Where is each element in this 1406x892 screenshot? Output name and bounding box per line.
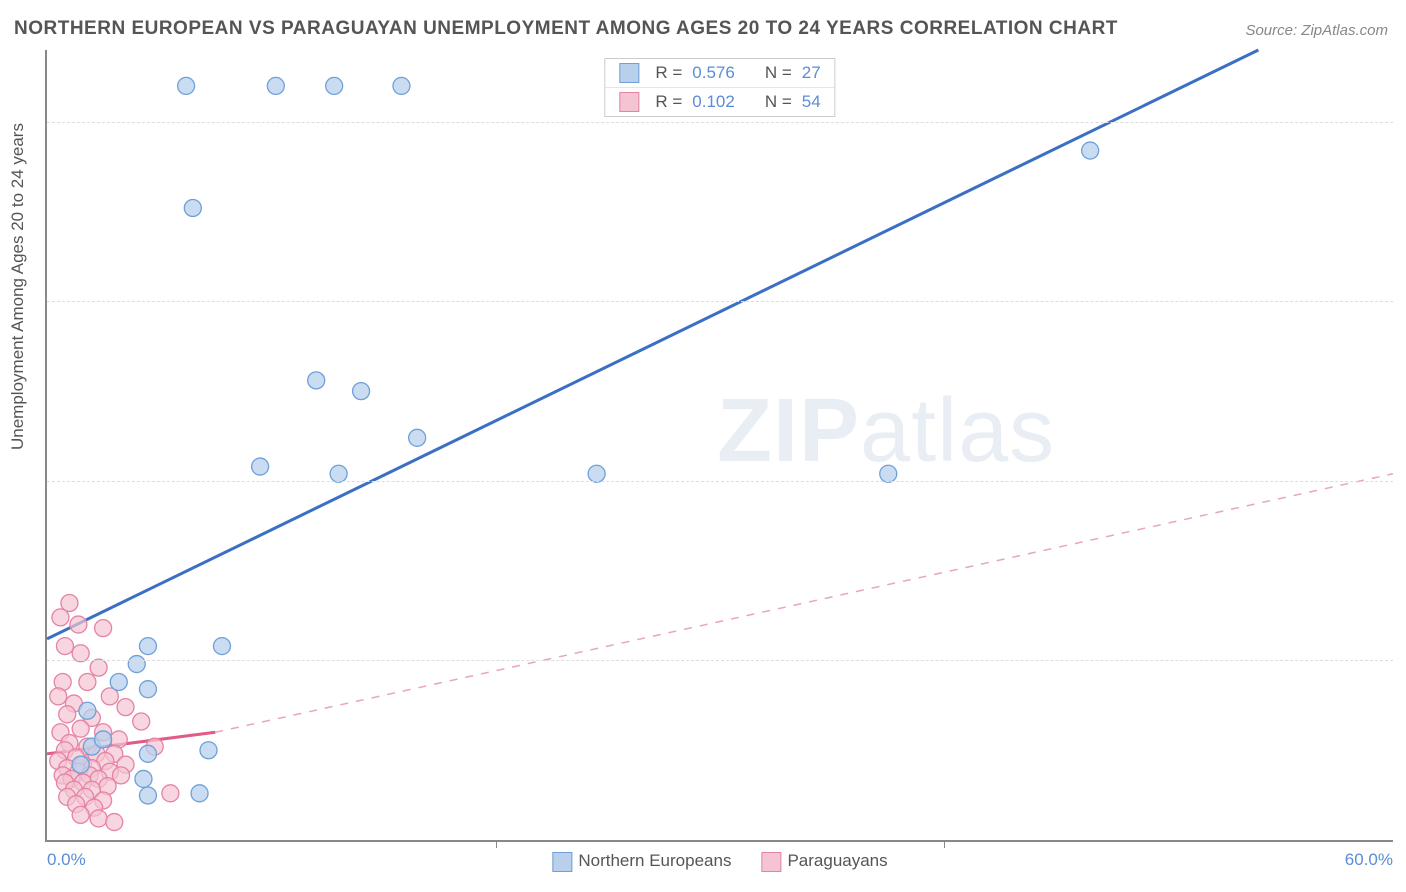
chart-title: NORTHERN EUROPEAN VS PARAGUAYAN UNEMPLOY… — [14, 18, 1118, 40]
scatter-point — [588, 465, 605, 482]
legend-item-1: Northern Europeans — [552, 851, 731, 872]
legend-label-1: Northern Europeans — [578, 851, 731, 870]
r-label-1: R = — [655, 63, 682, 83]
scatter-point — [90, 659, 107, 676]
scatter-point — [326, 77, 343, 94]
trend-line — [47, 50, 1258, 639]
scatter-point — [106, 814, 123, 831]
swatch-series2 — [619, 92, 639, 112]
scatter-point — [59, 706, 76, 723]
scatter-point — [72, 756, 89, 773]
scatter-point — [409, 429, 426, 446]
scatter-point — [117, 699, 134, 716]
source-attribution: Source: ZipAtlas.com — [1245, 22, 1388, 39]
scatter-point — [135, 770, 152, 787]
scatter-point — [191, 785, 208, 802]
n-label-2: N = — [765, 92, 792, 112]
correlation-legend: R = 0.576 N = 27 R = 0.102 N = 54 — [604, 58, 835, 117]
scatter-point — [252, 458, 269, 475]
scatter-point — [50, 688, 67, 705]
scatter-point — [70, 616, 87, 633]
correlation-row-series2: R = 0.102 N = 54 — [605, 87, 834, 116]
correlation-row-series1: R = 0.576 N = 27 — [605, 59, 834, 87]
n-value-2: 54 — [802, 92, 821, 112]
scatter-point — [308, 372, 325, 389]
y-axis-label: Unemployment Among Ages 20 to 24 years — [8, 123, 28, 450]
x-tick — [496, 840, 497, 848]
scatter-point — [128, 656, 145, 673]
scatter-point — [200, 742, 217, 759]
scatter-point — [178, 77, 195, 94]
gridline-h — [47, 122, 1393, 123]
gridline-h — [47, 481, 1393, 482]
legend-label-2: Paraguayans — [787, 851, 887, 870]
gridline-h — [47, 660, 1393, 661]
scatter-point — [213, 638, 230, 655]
scatter-point — [110, 674, 127, 691]
legend-item-2: Paraguayans — [761, 851, 887, 872]
gridline-h — [47, 301, 1393, 302]
scatter-point — [162, 785, 179, 802]
scatter-point — [52, 609, 69, 626]
n-label-1: N = — [765, 63, 792, 83]
trend-line-dash — [215, 474, 1393, 733]
swatch-legend-1 — [552, 852, 572, 872]
scatter-point — [267, 77, 284, 94]
chart-svg — [47, 50, 1393, 840]
scatter-point — [353, 383, 370, 400]
scatter-point — [79, 702, 96, 719]
scatter-point — [95, 731, 112, 748]
scatter-point — [139, 787, 156, 804]
scatter-point — [139, 745, 156, 762]
swatch-legend-2 — [761, 852, 781, 872]
scatter-point — [184, 200, 201, 217]
x-tick-label-max: 60.0% — [1345, 850, 1393, 870]
scatter-point — [133, 713, 150, 730]
scatter-point — [72, 720, 89, 737]
scatter-point — [95, 620, 112, 637]
r-value-1: 0.576 — [692, 63, 735, 83]
x-tick-label-min: 0.0% — [47, 850, 86, 870]
scatter-point — [393, 77, 410, 94]
r-value-2: 0.102 — [692, 92, 735, 112]
scatter-point — [90, 810, 107, 827]
scatter-point — [139, 638, 156, 655]
scatter-point — [72, 645, 89, 662]
swatch-series1 — [619, 63, 639, 83]
n-value-1: 27 — [802, 63, 821, 83]
scatter-point — [56, 638, 73, 655]
scatter-point — [72, 806, 89, 823]
r-label-2: R = — [655, 92, 682, 112]
scatter-point — [330, 465, 347, 482]
plot-area: ZIPatlas R = 0.576 N = 27 R = 0.102 N = … — [45, 50, 1393, 842]
x-tick — [944, 840, 945, 848]
scatter-point — [139, 681, 156, 698]
bottom-legend: Northern Europeans Paraguayans — [552, 851, 887, 872]
scatter-point — [1082, 142, 1099, 159]
scatter-point — [79, 674, 96, 691]
scatter-point — [880, 465, 897, 482]
